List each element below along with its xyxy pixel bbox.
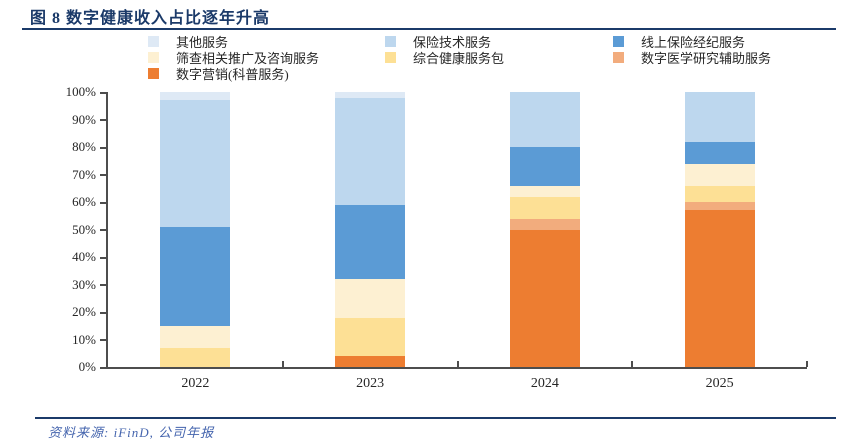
y-axis-label: 30% <box>72 276 96 292</box>
legend-item: 综合健康服务包 <box>385 49 505 66</box>
legend-label: 综合健康服务包 <box>413 50 505 66</box>
stacked-bar <box>684 92 755 367</box>
footer-divider-line <box>35 417 836 419</box>
legend-label: 线上保险经纪服务 <box>641 34 746 50</box>
y-axis-tick <box>100 256 106 259</box>
y-axis-label: 20% <box>72 304 96 319</box>
y-axis-label: 60% <box>72 194 96 209</box>
y-axis-line <box>106 92 108 369</box>
y-axis-tick <box>100 146 106 149</box>
x-axis-line <box>106 367 807 369</box>
legend-column: 其他服务 筛查相关推广及咨询服务 数字营销(科普服务) <box>148 33 320 82</box>
legend-item: 数字营销(科普服务) <box>148 65 319 82</box>
bar-segment <box>509 147 580 186</box>
legend-item: 筛查相关推广及咨询服务 <box>148 49 320 66</box>
bar-segment <box>684 210 755 367</box>
figure-title: 图 8 数字健康收入占比逐年升高 <box>30 10 271 27</box>
bar-segment <box>684 141 755 164</box>
y-axis-tick <box>100 339 106 341</box>
y-axis-tick <box>100 174 106 176</box>
legend-swatch-icon <box>613 51 624 63</box>
y-axis-label: 40% <box>72 249 96 264</box>
legend-swatch-icon <box>148 51 159 63</box>
bar-segment <box>160 92 231 101</box>
y-axis-label: 90% <box>72 111 96 127</box>
legend-item: 线上保险经纪服务 <box>613 33 771 50</box>
bar-segment <box>160 347 231 367</box>
bar-segment <box>509 185 580 197</box>
bar-segment <box>160 226 231 326</box>
legend-swatch-icon <box>385 51 396 63</box>
y-axis-tick <box>100 91 106 94</box>
stacked-bar <box>160 92 231 367</box>
y-axis-label: 0% <box>78 359 96 374</box>
y-axis-tick <box>100 201 106 204</box>
x-axis-tick <box>281 361 284 367</box>
legend-item: 保险技术服务 <box>385 33 504 50</box>
bar-segment <box>684 185 755 202</box>
bar-segment <box>160 100 231 227</box>
legend-label: 保险技术服务 <box>413 34 492 50</box>
bar-segment <box>684 202 755 211</box>
legend-swatch-icon <box>148 35 159 47</box>
bar-segment <box>684 163 755 186</box>
legend-swatch-icon <box>385 35 396 47</box>
chart-legend: 其他服务 筛查相关推广及咨询服务 数字营销(科普服务) 保险技术服务 综合健康服务包 线上… <box>0 33 841 82</box>
legend-swatch-icon <box>148 67 159 79</box>
bar-segment <box>509 92 580 147</box>
y-axis-tick <box>100 284 106 286</box>
bar-segment <box>509 218 580 230</box>
bar-segment <box>509 229 580 367</box>
legend-column: 保险技术服务 综合健康服务包 <box>385 33 505 66</box>
y-axis-label: 80% <box>72 139 96 154</box>
y-axis-label: 100% <box>65 84 96 99</box>
y-axis-label: 70% <box>72 166 96 182</box>
x-axis-tick <box>631 361 634 367</box>
bar-segment <box>684 92 755 142</box>
title-divider-line <box>22 28 836 30</box>
bar-segment <box>160 325 231 348</box>
x-axis-label: 2025 <box>705 376 734 391</box>
source-note: 资料来源: iFinD, 公司年报 <box>48 425 215 440</box>
y-axis-label: 50% <box>72 221 96 237</box>
x-axis-label: 2022 <box>181 376 210 391</box>
y-axis-tick <box>100 366 106 369</box>
y-axis-label: 10% <box>72 331 96 347</box>
legend-label: 筛查相关推广及咨询服务 <box>176 50 320 66</box>
y-axis-tick <box>100 311 106 314</box>
x-axis-tick <box>456 361 459 367</box>
bar-segment <box>509 196 580 219</box>
bar-segment <box>335 97 406 205</box>
legend-label: 其他服务 <box>176 34 229 50</box>
x-axis-tick <box>806 361 808 367</box>
bar-segment <box>335 356 406 367</box>
x-axis-label: 2023 <box>356 376 385 391</box>
legend-label: 数字医学研究辅助服务 <box>641 50 772 66</box>
stacked-bar <box>335 92 406 367</box>
legend-column: 线上保险经纪服务 数字医学研究辅助服务 <box>613 33 772 66</box>
x-axis-label: 2024 <box>530 376 559 391</box>
bar-segment <box>335 204 406 279</box>
bar-segment <box>335 279 406 318</box>
plot-area: 100% 90% 80% 70% 60% 50% 40% 30% 20% 10% 0% 2022 202… <box>66 84 808 391</box>
legend-label: 数字营销(科普服务) <box>176 66 289 82</box>
y-axis-tick <box>100 229 106 231</box>
y-axis-tick <box>100 119 106 121</box>
bar-segment <box>335 92 406 98</box>
legend-swatch-icon <box>613 35 624 47</box>
legend-item: 数字医学研究辅助服务 <box>613 49 772 66</box>
bar-segment <box>335 317 406 356</box>
stacked-bar <box>509 92 580 367</box>
legend-item: 其他服务 <box>148 33 319 50</box>
